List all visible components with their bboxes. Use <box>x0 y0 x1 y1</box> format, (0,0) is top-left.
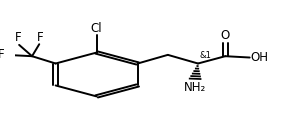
Text: F: F <box>0 48 5 61</box>
Text: Cl: Cl <box>91 22 102 35</box>
Text: F: F <box>15 31 21 44</box>
Text: O: O <box>221 29 230 42</box>
Text: &1: &1 <box>200 51 212 60</box>
Text: F: F <box>37 31 43 44</box>
Text: OH: OH <box>251 51 269 64</box>
Text: NH₂: NH₂ <box>184 81 206 94</box>
